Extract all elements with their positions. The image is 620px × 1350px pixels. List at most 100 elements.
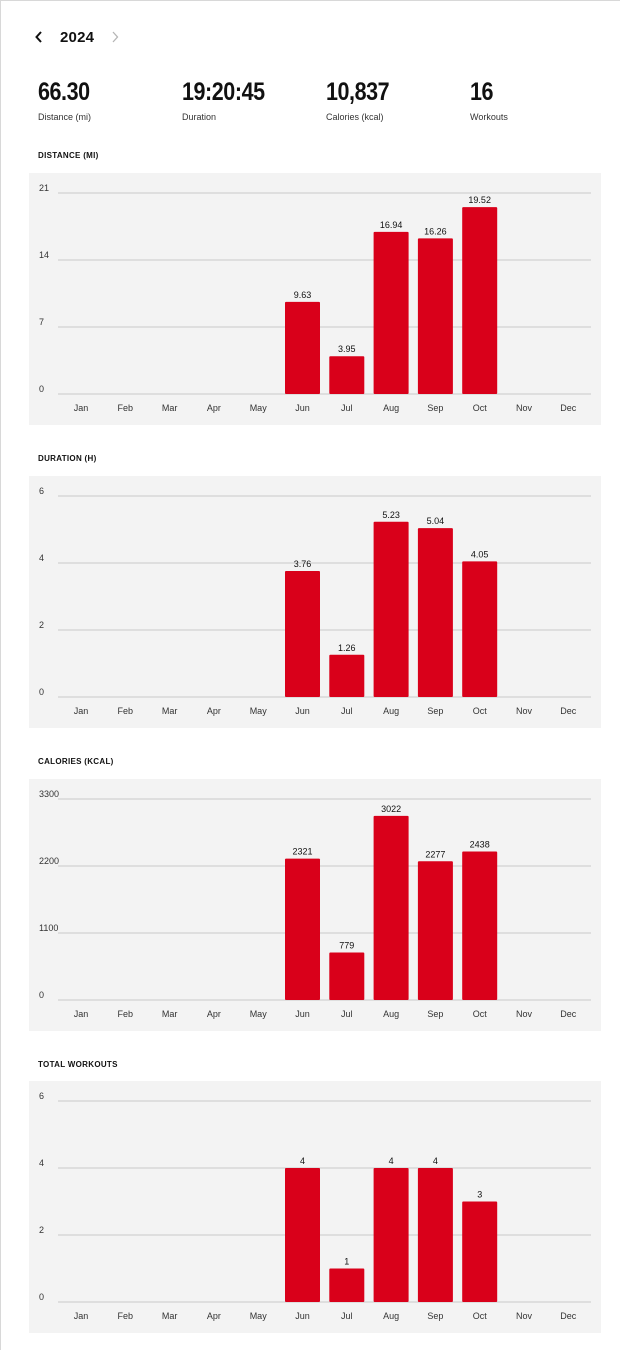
- stat-value: 10,837: [326, 78, 390, 106]
- data-label: 4: [389, 1156, 394, 1166]
- x-tick-label: Mar: [162, 1009, 178, 1019]
- chevron-right-icon: [112, 31, 119, 43]
- x-tick-label: Sep: [427, 1311, 443, 1321]
- data-label: 3: [477, 1190, 482, 1200]
- year-navigation: 2024: [30, 24, 124, 50]
- x-tick-label: Jun: [295, 403, 310, 413]
- x-tick-label: Mar: [162, 403, 178, 413]
- stat-distance: 66.30 Distance (mi): [38, 78, 182, 122]
- calories-chart: 0 1100 2200 3300 Jan Feb Mar Apr May Jun 2321 Jul 77…: [29, 779, 601, 1031]
- bar: [373, 521, 409, 697]
- x-tick-label: Dec: [560, 706, 577, 716]
- stat-label: Workouts: [470, 112, 508, 122]
- data-label: 4: [433, 1156, 438, 1166]
- x-tick-label: Apr: [207, 1009, 221, 1019]
- bar: [285, 301, 320, 394]
- y-tick-label: 2: [39, 1225, 44, 1235]
- x-tick-label: Oct: [473, 1009, 488, 1019]
- x-tick-label: Jun: [295, 1311, 310, 1321]
- x-tick-label: Feb: [118, 1009, 134, 1019]
- stat-label: Calories (kcal): [326, 112, 384, 122]
- x-tick-label: Apr: [207, 706, 221, 716]
- bar: [462, 851, 498, 1000]
- y-tick-label: 6: [39, 486, 44, 496]
- distance-chart-svg: 0 7 14 21 Jan Feb Mar Apr May Jun 9.63 Jul 3.95 Aug 16…: [39, 183, 591, 413]
- y-tick-label: 0: [39, 1292, 44, 1302]
- x-tick-label: Apr: [207, 1311, 221, 1321]
- stat-value: 19:20:45: [182, 78, 265, 106]
- duration-chart-svg: 0 2 4 6 Jan Feb Mar Apr May Jun 3.76 Jul 1.26 Aug 5.23…: [39, 486, 591, 716]
- data-label: 9.63: [294, 290, 312, 300]
- x-tick-label: May: [250, 1311, 268, 1321]
- x-tick-label: Mar: [162, 1311, 178, 1321]
- duration-chart: 0 2 4 6 Jan Feb Mar Apr May Jun 3.76 Jul 1.26 Aug 5.23…: [29, 476, 601, 728]
- workouts-chart-svg: 0 2 4 6 Jan Feb Mar Apr May Jun 4 Jul 1 Aug 4 Sep 4 Oct 3 N…: [39, 1091, 591, 1321]
- x-tick-label: Feb: [118, 1311, 134, 1321]
- data-label: 19.52: [468, 195, 491, 205]
- bar: [417, 1168, 453, 1302]
- data-label: 3.76: [294, 559, 312, 569]
- x-tick-label: Dec: [560, 403, 577, 413]
- x-tick-label: Aug: [383, 403, 399, 413]
- x-tick-label: Feb: [118, 403, 134, 413]
- bar: [417, 528, 453, 697]
- stat-duration: 19:20:45 Duration: [182, 78, 326, 122]
- x-tick-label: Aug: [383, 706, 399, 716]
- prev-year-button[interactable]: [30, 26, 48, 48]
- x-tick-label: Dec: [560, 1009, 577, 1019]
- x-tick-label: Mar: [162, 706, 178, 716]
- summary-stats: 66.30 Distance (mi) 19:20:45 Duration 10…: [38, 78, 614, 122]
- stat-calories: 10,837 Calories (kcal): [326, 78, 470, 122]
- data-label: 3.95: [338, 344, 356, 354]
- data-label: 5.04: [427, 516, 445, 526]
- y-tick-label: 2200: [39, 856, 59, 866]
- distance-chart-title: DISTANCE (MI): [38, 151, 99, 160]
- x-tick-label: Dec: [560, 1311, 577, 1321]
- y-tick-label: 4: [39, 1158, 44, 1168]
- year-label: 2024: [60, 28, 95, 46]
- data-label: 3022: [381, 804, 401, 814]
- next-year-button[interactable]: [106, 26, 124, 48]
- bar: [462, 1201, 498, 1302]
- y-tick-label: 6: [39, 1091, 44, 1101]
- calories-chart-svg: 0 1100 2200 3300 Jan Feb Mar Apr May Jun 2321 Jul 77…: [39, 789, 591, 1019]
- y-tick-label: 21: [39, 183, 49, 193]
- x-tick-label: Jan: [74, 1311, 89, 1321]
- x-tick-label: Nov: [516, 706, 533, 716]
- x-tick-label: May: [250, 706, 268, 716]
- y-tick-label: 0: [39, 384, 44, 394]
- bar: [417, 861, 453, 1000]
- workouts-chart: 0 2 4 6 Jan Feb Mar Apr May Jun 4 Jul 1 Aug 4 Sep 4 Oct 3 N…: [29, 1081, 601, 1333]
- y-tick-label: 14: [39, 250, 49, 260]
- data-label: 1.26: [338, 643, 356, 653]
- duration-chart-title: DURATION (H): [38, 454, 97, 463]
- x-tick-label: Feb: [118, 706, 134, 716]
- x-tick-label: Jan: [74, 1009, 89, 1019]
- data-label: 2321: [292, 847, 312, 857]
- bar: [373, 1168, 409, 1302]
- data-label: 4: [300, 1156, 305, 1166]
- x-tick-label: Sep: [427, 1009, 443, 1019]
- data-label: 2438: [470, 840, 490, 850]
- x-tick-label: Jun: [295, 706, 310, 716]
- data-label: 1: [344, 1257, 349, 1267]
- x-tick-label: Jan: [74, 706, 89, 716]
- x-tick-label: May: [250, 403, 268, 413]
- x-tick-label: Jul: [341, 1311, 353, 1321]
- calories-chart-title: CALORIES (KCAL): [38, 757, 114, 766]
- bar: [329, 952, 365, 1000]
- y-tick-label: 0: [39, 990, 44, 1000]
- bar: [329, 654, 365, 697]
- x-tick-label: Apr: [207, 403, 221, 413]
- bar: [373, 231, 409, 394]
- bar: [417, 238, 453, 394]
- bar: [285, 571, 320, 697]
- stat-label: Duration: [182, 112, 217, 122]
- x-tick-label: Nov: [516, 403, 533, 413]
- x-tick-label: Jul: [341, 403, 353, 413]
- x-tick-label: Oct: [473, 403, 488, 413]
- bar: [285, 1168, 320, 1302]
- stat-label: Distance (mi): [38, 112, 92, 122]
- bar: [373, 815, 409, 1000]
